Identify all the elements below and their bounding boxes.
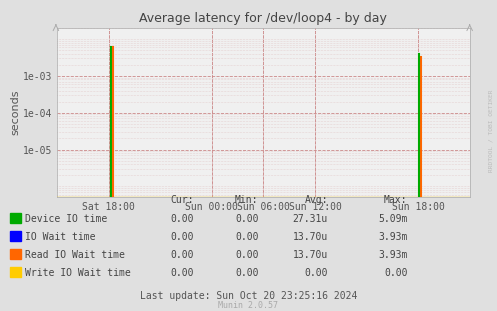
Text: 0.00: 0.00	[170, 250, 194, 260]
Text: 27.31u: 27.31u	[293, 214, 328, 224]
Text: 3.93m: 3.93m	[378, 250, 408, 260]
Text: 0.00: 0.00	[235, 250, 258, 260]
Text: 5.09m: 5.09m	[378, 214, 408, 224]
Text: Munin 2.0.57: Munin 2.0.57	[219, 301, 278, 310]
Text: 3.93m: 3.93m	[378, 232, 408, 242]
Text: 0.00: 0.00	[235, 214, 258, 224]
Text: Cur:: Cur:	[170, 195, 194, 205]
Text: 0.00: 0.00	[170, 232, 194, 242]
Text: Avg:: Avg:	[305, 195, 328, 205]
Text: 0.00: 0.00	[170, 214, 194, 224]
Text: 0.00: 0.00	[384, 268, 408, 278]
Text: Last update: Sun Oct 20 23:25:16 2024: Last update: Sun Oct 20 23:25:16 2024	[140, 291, 357, 301]
Text: 0.00: 0.00	[235, 232, 258, 242]
Text: 13.70u: 13.70u	[293, 250, 328, 260]
Text: IO Wait time: IO Wait time	[25, 232, 95, 242]
Text: Device IO time: Device IO time	[25, 214, 107, 224]
Text: RRDTOOL / TOBI OETIKER: RRDTOOL / TOBI OETIKER	[489, 89, 494, 172]
Y-axis label: seconds: seconds	[10, 90, 20, 136]
Text: Read IO Wait time: Read IO Wait time	[25, 250, 125, 260]
Text: Min:: Min:	[235, 195, 258, 205]
Text: 0.00: 0.00	[305, 268, 328, 278]
Text: 0.00: 0.00	[170, 268, 194, 278]
Text: Write IO Wait time: Write IO Wait time	[25, 268, 131, 278]
Text: 0.00: 0.00	[235, 268, 258, 278]
Text: Max:: Max:	[384, 195, 408, 205]
Text: 13.70u: 13.70u	[293, 232, 328, 242]
Title: Average latency for /dev/loop4 - by day: Average latency for /dev/loop4 - by day	[140, 12, 387, 26]
